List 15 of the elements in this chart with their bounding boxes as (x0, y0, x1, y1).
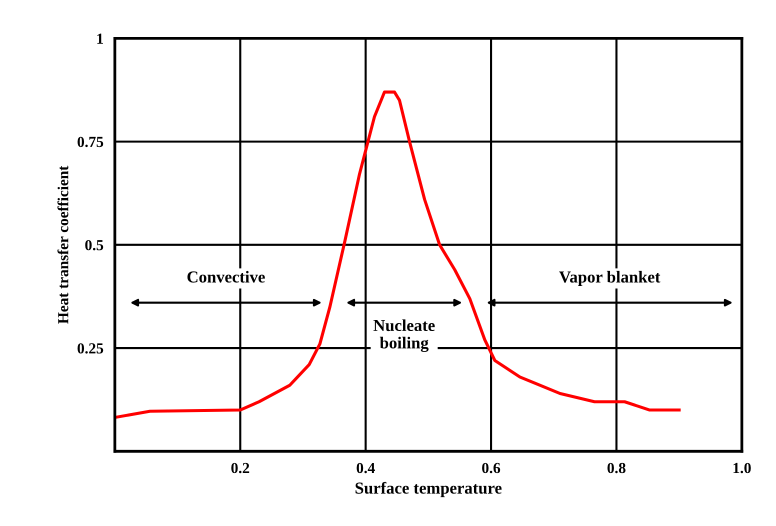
y-tick-label: 1 (97, 34, 103, 44)
x-tick-label: 0.8 (607, 462, 626, 474)
x-tick-label: 1.0 (734, 462, 751, 474)
y-axis-title: Heat transfer coefficient (57, 166, 68, 324)
y-tick-label: 0.25 (78, 343, 104, 354)
annotation: Vapor blanket (559, 270, 660, 286)
x-axis-title: Surface temperature (356, 482, 502, 498)
y-tick-label: 0.5 (85, 240, 104, 250)
x-tick-label: 0.4 (356, 462, 375, 474)
x-tick-label: 0.2 (231, 462, 250, 474)
annotation: Nucleate boiling (373, 319, 435, 352)
y-tick-label: 0.75 (78, 136, 104, 148)
x-tick-label: 0.6 (482, 462, 500, 474)
annotation: Convective (187, 270, 265, 283)
line-series (114, 90, 681, 419)
